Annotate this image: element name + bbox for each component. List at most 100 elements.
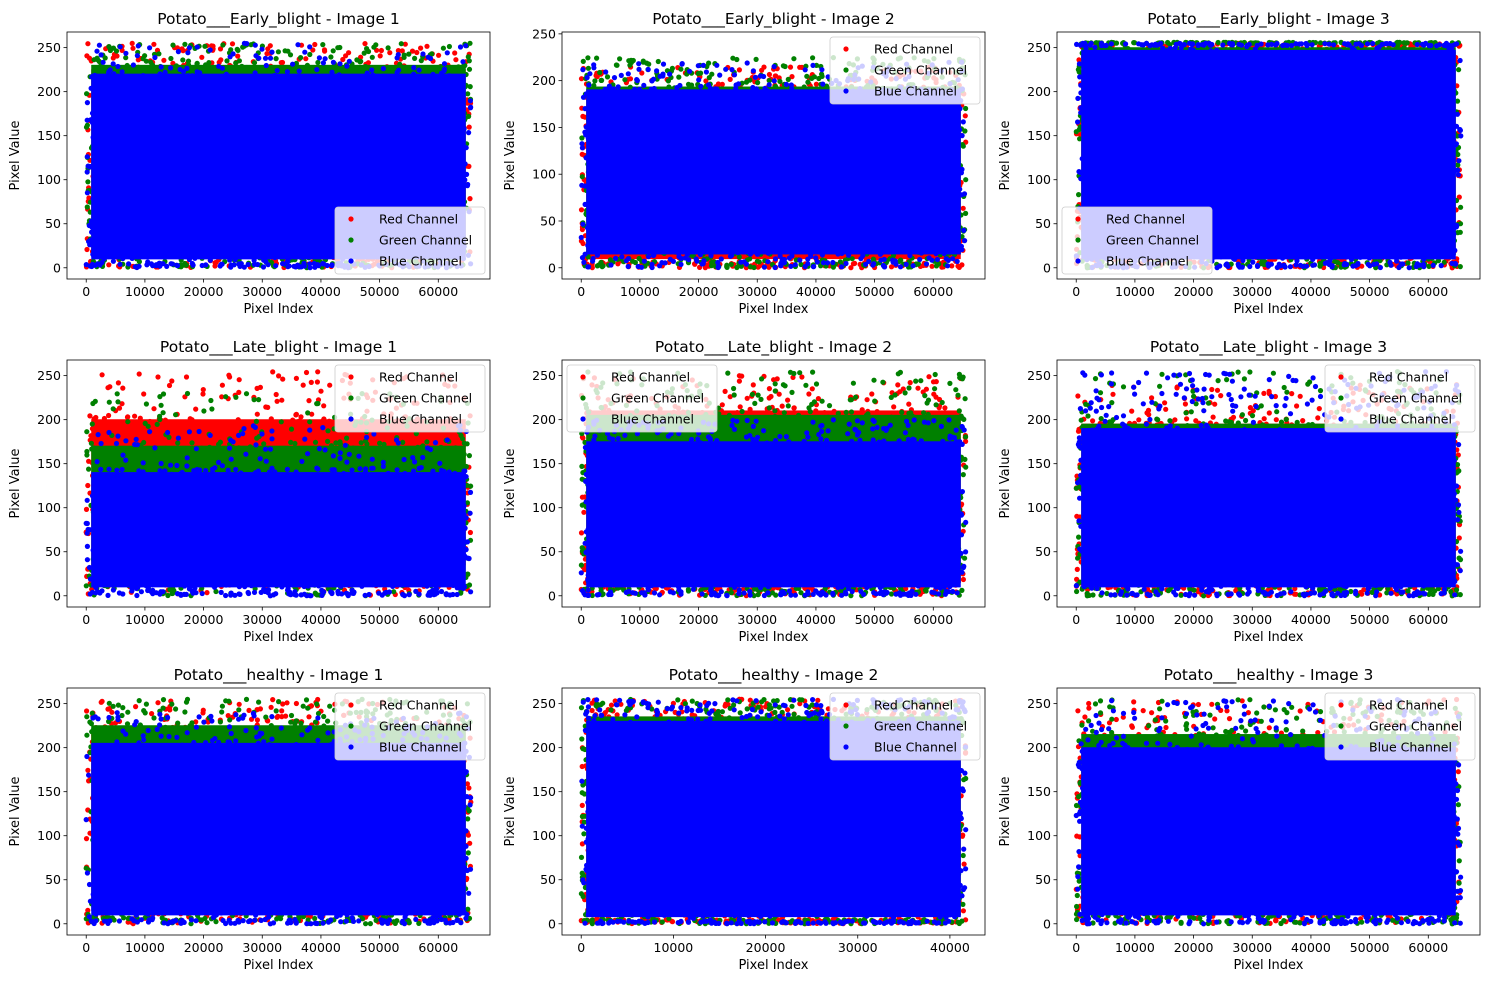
- data-point: [406, 51, 412, 57]
- x-tick-label: 30000: [242, 284, 282, 299]
- data-point: [115, 63, 121, 70]
- data-point: [420, 51, 426, 57]
- data-point: [328, 54, 334, 60]
- data-point: [231, 262, 237, 268]
- data-point: [220, 42, 226, 48]
- data-point: [202, 43, 208, 49]
- data-point: [274, 68, 280, 74]
- data-point: [463, 43, 469, 49]
- data-point: [387, 50, 393, 56]
- x-tick-label: 60000: [418, 284, 458, 299]
- data-point: [337, 44, 343, 51]
- data-point: [224, 58, 230, 64]
- subplot-1: 0 10000 20000 30000 40000 50000 60000050100150…: [8, 10, 491, 317]
- data-point: [185, 50, 191, 56]
- data-point: [174, 262, 180, 268]
- data-point: [229, 41, 236, 47]
- data-point: [578, 207, 585, 213]
- data-point: [251, 60, 258, 66]
- data-point: [245, 261, 251, 268]
- data-point: [83, 124, 90, 130]
- data-point: [465, 181, 471, 188]
- data-point: [314, 67, 320, 73]
- data-point: [848, 265, 854, 271]
- data-point: [144, 262, 150, 268]
- data-point: [320, 42, 326, 48]
- data-point: [466, 163, 472, 169]
- data-point: [301, 260, 307, 266]
- data-point: [425, 54, 431, 60]
- data-point: [467, 196, 473, 202]
- data-point: [412, 55, 418, 62]
- data-point: [84, 91, 90, 97]
- data-point: [284, 69, 290, 75]
- data-point: [963, 105, 969, 112]
- data-point: [394, 55, 400, 61]
- data-point: [789, 74, 795, 80]
- data-point: [797, 64, 803, 70]
- data-point: [357, 59, 363, 65]
- data-point: [307, 261, 313, 267]
- data-point: [110, 61, 116, 67]
- data-point: [130, 62, 136, 68]
- data-point: [177, 66, 183, 73]
- data-point: [307, 51, 313, 58]
- data-point: [130, 45, 136, 51]
- data-point: [441, 61, 448, 67]
- data-point: [396, 67, 402, 73]
- legend-marker: [348, 258, 354, 264]
- data-point: [754, 258, 761, 264]
- data-point: [453, 57, 459, 63]
- data-point: [579, 151, 585, 157]
- data-point: [467, 98, 473, 104]
- data-point: [316, 55, 322, 61]
- data-point: [580, 58, 586, 64]
- data-point: [170, 42, 176, 48]
- axes-frame: [66, 31, 491, 280]
- data-point: [94, 48, 100, 54]
- data-point: [216, 59, 222, 65]
- legend-marker: [348, 216, 354, 222]
- data-point: [273, 56, 279, 62]
- data-point: [275, 49, 281, 55]
- data-point: [766, 71, 773, 78]
- data-point: [329, 69, 335, 75]
- data-point: [85, 41, 91, 47]
- x-tick-label: 50000: [360, 284, 400, 299]
- data-point: [100, 59, 106, 65]
- data-point: [213, 259, 219, 265]
- data-point: [296, 68, 302, 74]
- data-point: [219, 261, 225, 267]
- data-point: [369, 54, 375, 60]
- data-point: [316, 263, 322, 269]
- data-point: [86, 55, 93, 61]
- data-point: [179, 46, 185, 52]
- data-point: [136, 259, 142, 265]
- data-point: [385, 45, 391, 51]
- x-axis-label: Pixel Index: [244, 302, 314, 317]
- data-point: [203, 262, 209, 268]
- data-point: [337, 61, 343, 67]
- data-point: [330, 48, 336, 54]
- data-point: [377, 53, 383, 59]
- data-point: [615, 261, 621, 267]
- data-point: [83, 262, 89, 268]
- data-point: [84, 190, 90, 196]
- data-point: [285, 258, 291, 265]
- data-point: [322, 56, 328, 62]
- data-point: [285, 48, 291, 54]
- data-point: [228, 47, 234, 53]
- data-point: [264, 51, 270, 57]
- data-point: [117, 44, 123, 50]
- data-point: [84, 246, 90, 253]
- data-point: [175, 49, 181, 55]
- data-point: [617, 56, 623, 62]
- data-point: [151, 41, 157, 47]
- data-point: [929, 263, 935, 269]
- data-point: [140, 56, 146, 62]
- y-tick-label: 0: [53, 260, 61, 275]
- data-point: [123, 55, 129, 61]
- data-point: [84, 169, 90, 175]
- data-point: [295, 262, 301, 268]
- data-point: [579, 135, 585, 141]
